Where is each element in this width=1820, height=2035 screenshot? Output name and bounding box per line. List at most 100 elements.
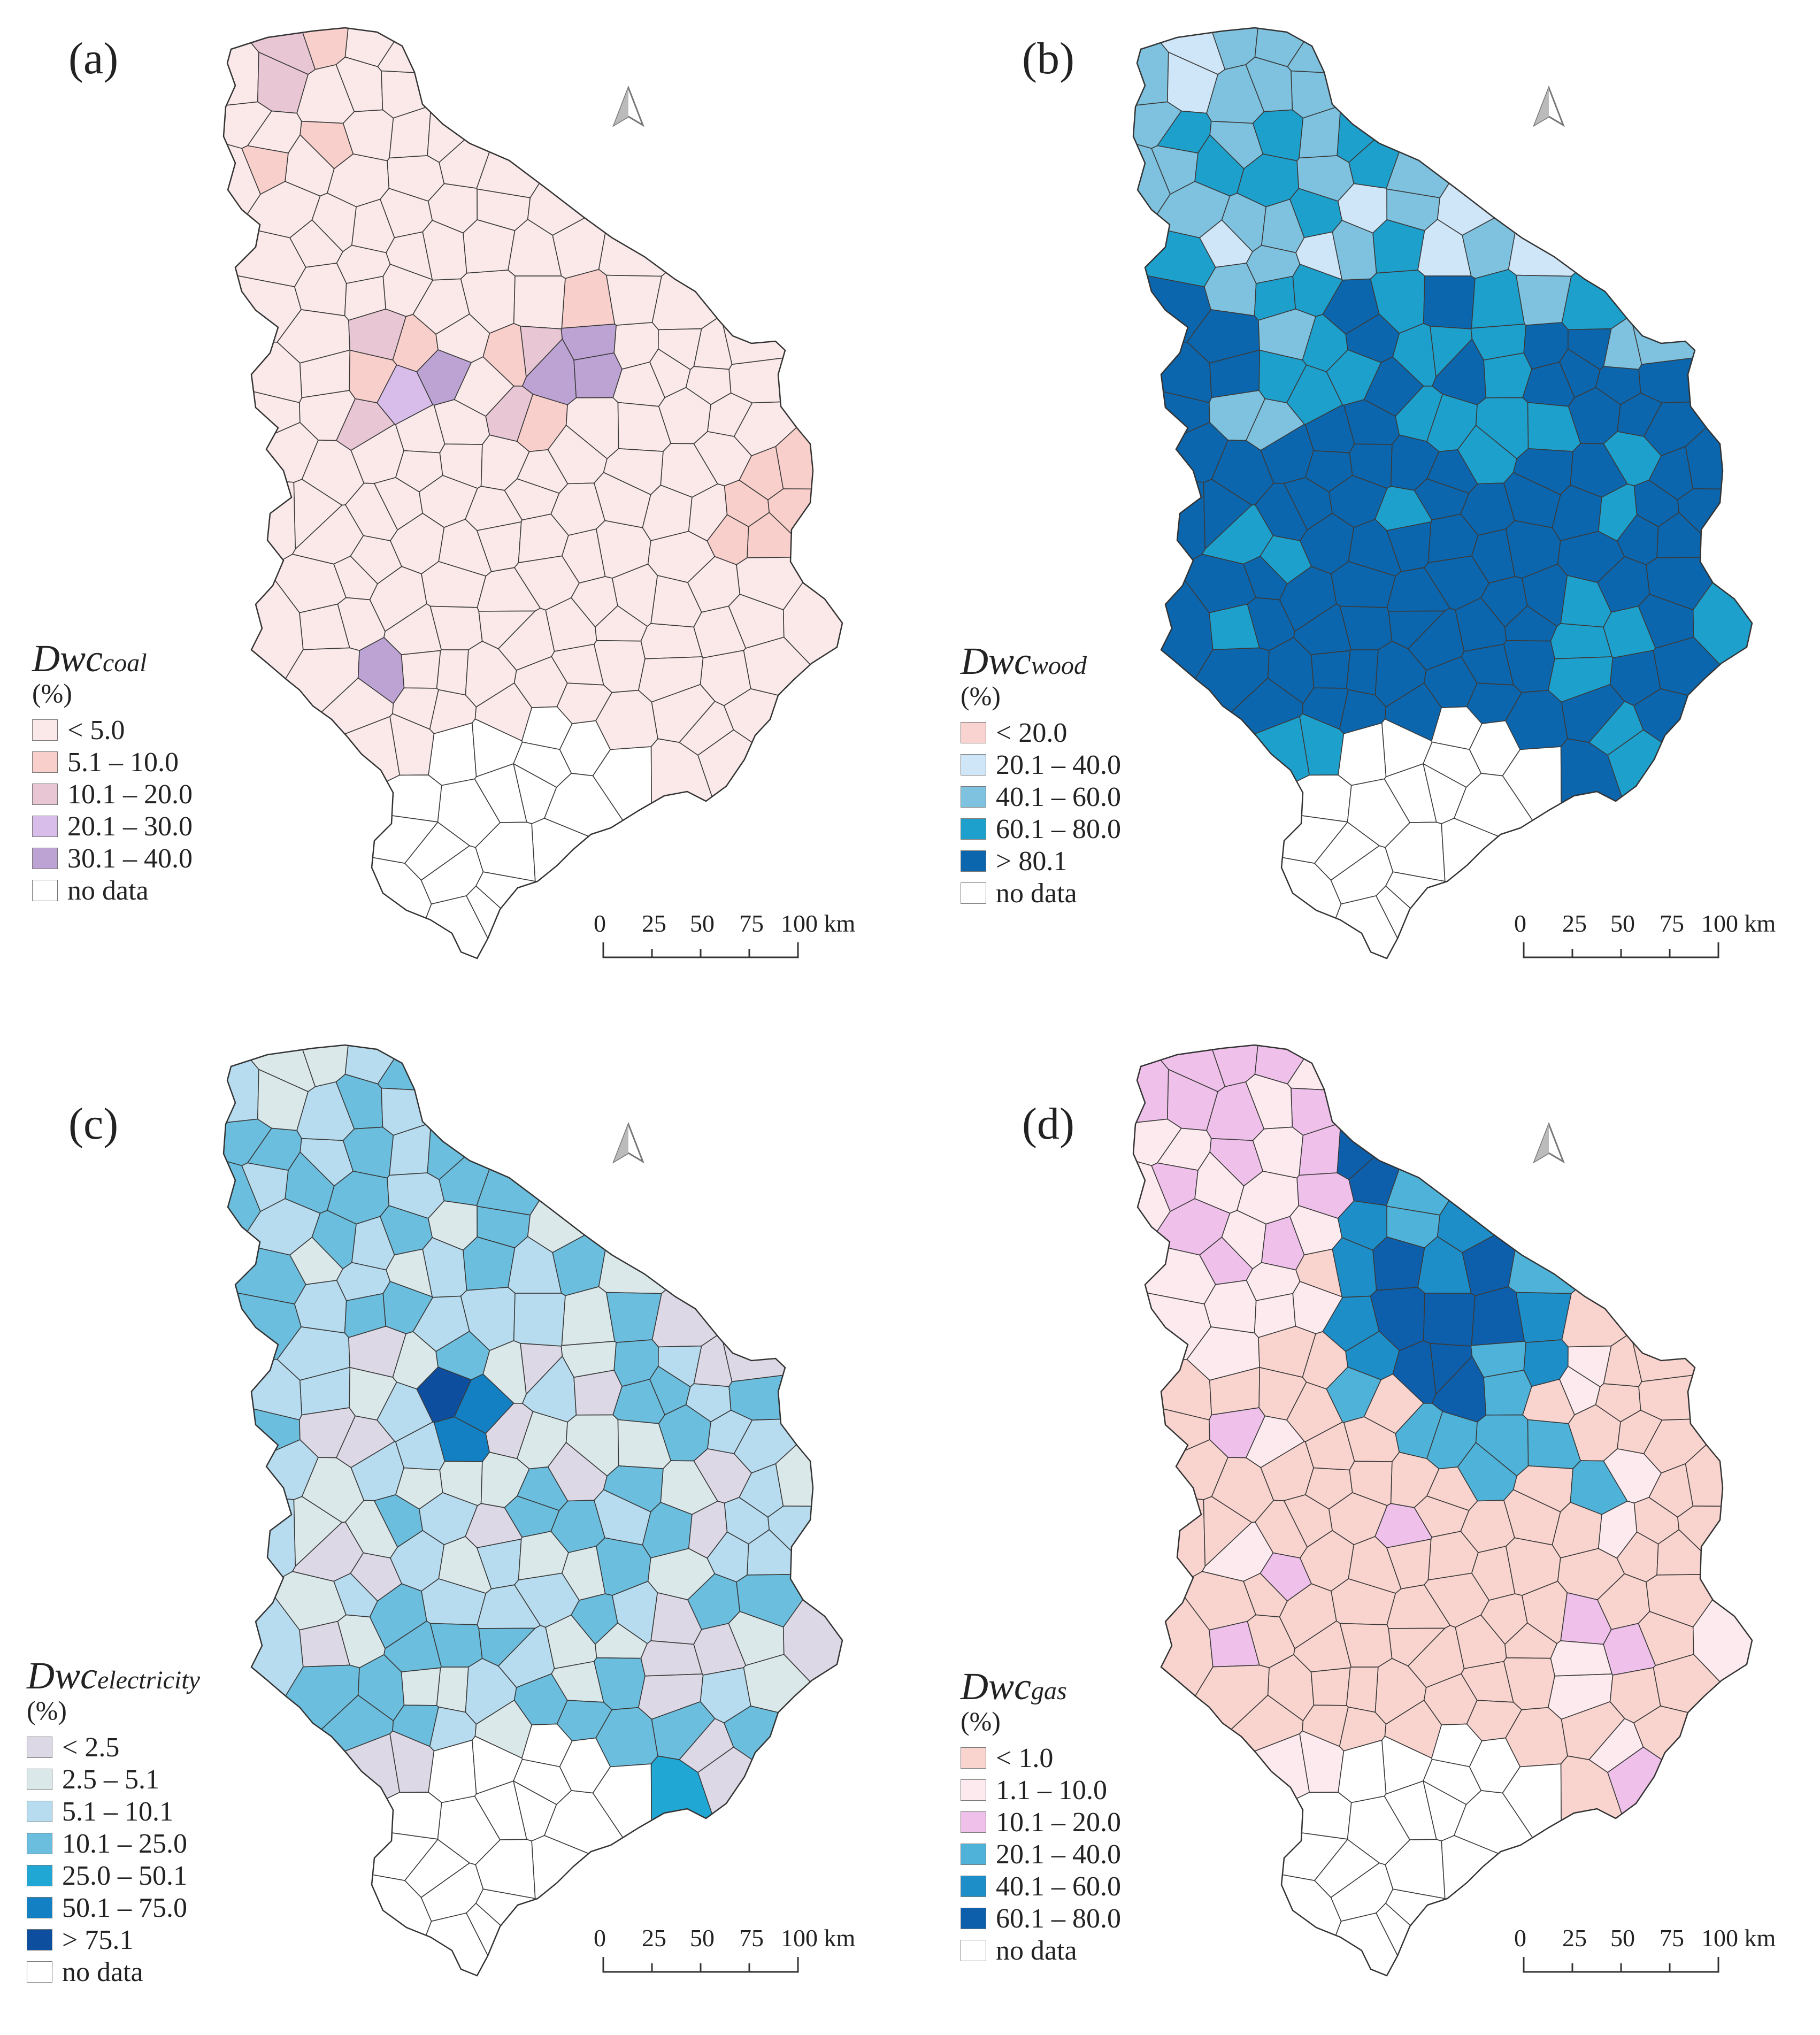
legend-label: 25.0 – 50.1 [62,1860,187,1891]
legend-item: 20.1 – 40.0 [961,749,1121,781]
scale-label: 25 [1562,1924,1587,1952]
district [1692,533,1752,726]
legend-label: 50.1 – 75.0 [62,1892,187,1923]
district [1550,1640,1613,1677]
district [598,144,740,277]
north-arrow-icon [612,1122,644,1164]
legend-item: no data [32,874,193,907]
scale-label: 75 [739,910,764,937]
scale-bar-line [1523,942,1719,958]
scale-label: 0 [1514,910,1526,937]
scale-label: 50 [690,910,715,937]
district [1133,1439,1228,1500]
scale-label: 50 [1610,1924,1635,1952]
scale-label: 100 km [1701,910,1776,937]
district [697,1746,832,1880]
district [475,1888,609,1976]
legend-label: 40.1 – 60.0 [996,781,1121,812]
scale-label: 50 [1610,910,1635,937]
district [272,1733,401,1845]
legend-swatch [32,880,58,901]
district [1423,1293,1476,1347]
scale-label: 0 [594,910,606,937]
legend-item: < 1.0 [961,1742,1121,1774]
districts-layer [1133,28,1752,958]
legend-swatch [27,1929,52,1950]
legend-label: 40.1 – 60.0 [996,1871,1121,1902]
legend-label: < 5.0 [67,715,125,746]
scale-label: 50 [690,1924,715,1952]
district [1550,623,1613,659]
legend-item: 30.1 – 40.0 [32,842,193,874]
panel-c-electricity: (c) Dwcelectricity (%) < 2.5 2.5 – 5.1 5.1… [0,1017,910,2034]
legend-swatch [27,1897,52,1918]
district [598,1162,740,1294]
legend-item: 60.1 – 80.0 [961,1902,1121,1934]
legend-label: > 80.1 [996,846,1068,877]
legend-item: no data [961,877,1121,909]
legend-swatch [961,722,986,743]
legend-items: < 1.0 1.1 – 10.0 10.1 – 20.0 20.1 – 40.0 40.… [961,1742,1121,1967]
legend-item: 50.1 – 75.0 [27,1892,200,1924]
legend-item: > 75.1 [27,1924,200,1956]
legend-label: 2.5 – 5.1 [62,1764,159,1795]
district [1292,895,1445,958]
legend-label: > 75.1 [62,1924,134,1955]
district [377,28,510,76]
district [1386,1088,1520,1216]
scale-label: 25 [1562,910,1587,937]
district [1561,1219,1698,1348]
district [640,623,703,659]
panel-label: (d) [1022,1099,1074,1149]
district [1310,650,1351,689]
legend-label: 60.1 – 80.0 [996,1903,1121,1934]
district [1376,1902,1508,1976]
district [720,240,842,365]
district [1292,1912,1445,1976]
legend-swatch [961,1811,986,1833]
district [476,71,611,198]
legend: Dwcelectricity (%) < 2.5 2.5 – 5.1 5.1 – 1… [27,1656,200,1988]
district [651,1219,788,1348]
district [1133,341,1212,403]
district [1508,144,1649,277]
legend-item: 5.1 – 10.1 [27,1795,200,1827]
district [1346,649,1379,696]
scale-bar-line [602,1957,799,1973]
panel-a-coal: (a) Dwccoal (%) < 5.0 5.1 – 10.0 10.1 – 20… [0,0,910,1017]
legend-item: 1.1 – 10.0 [961,1774,1121,1806]
legend-swatch [961,1940,986,1961]
district [1287,1045,1420,1094]
scale-label: 75 [1660,910,1684,937]
map-electricity [222,1044,843,1977]
legend-unit: (%) [27,1695,67,1725]
district [1133,471,1206,570]
legend-label: 60.1 – 80.0 [996,813,1121,844]
district [224,341,303,403]
district [782,1550,842,1744]
legend-label: 20.1 – 40.0 [996,1839,1121,1870]
district [1346,1667,1379,1713]
district [1607,729,1741,863]
district [224,471,296,570]
panel-label: (a) [68,34,119,83]
country-border [1132,27,1753,959]
legend-swatch [961,1844,986,1865]
panel-label: (c) [68,1099,119,1149]
district [720,1257,842,1383]
scale-label: 100 km [781,1924,856,1952]
district [475,871,609,958]
district [377,1045,510,1094]
district [224,28,259,116]
district [1386,71,1520,198]
legend-title: Dwcwood [961,640,1087,682]
district [1337,1059,1455,1180]
legend: Dwcgas (%) < 1.0 1.1 – 10.0 10.1 – 20.0 20.… [961,1667,1121,1967]
map-wood [1132,27,1753,959]
legend-label: 20.1 – 40.0 [996,749,1121,780]
legend-item: no data [27,1956,200,1988]
district [1376,885,1508,958]
legend-unit: (%) [961,1706,1001,1736]
district [1337,42,1455,163]
district [401,1667,441,1706]
